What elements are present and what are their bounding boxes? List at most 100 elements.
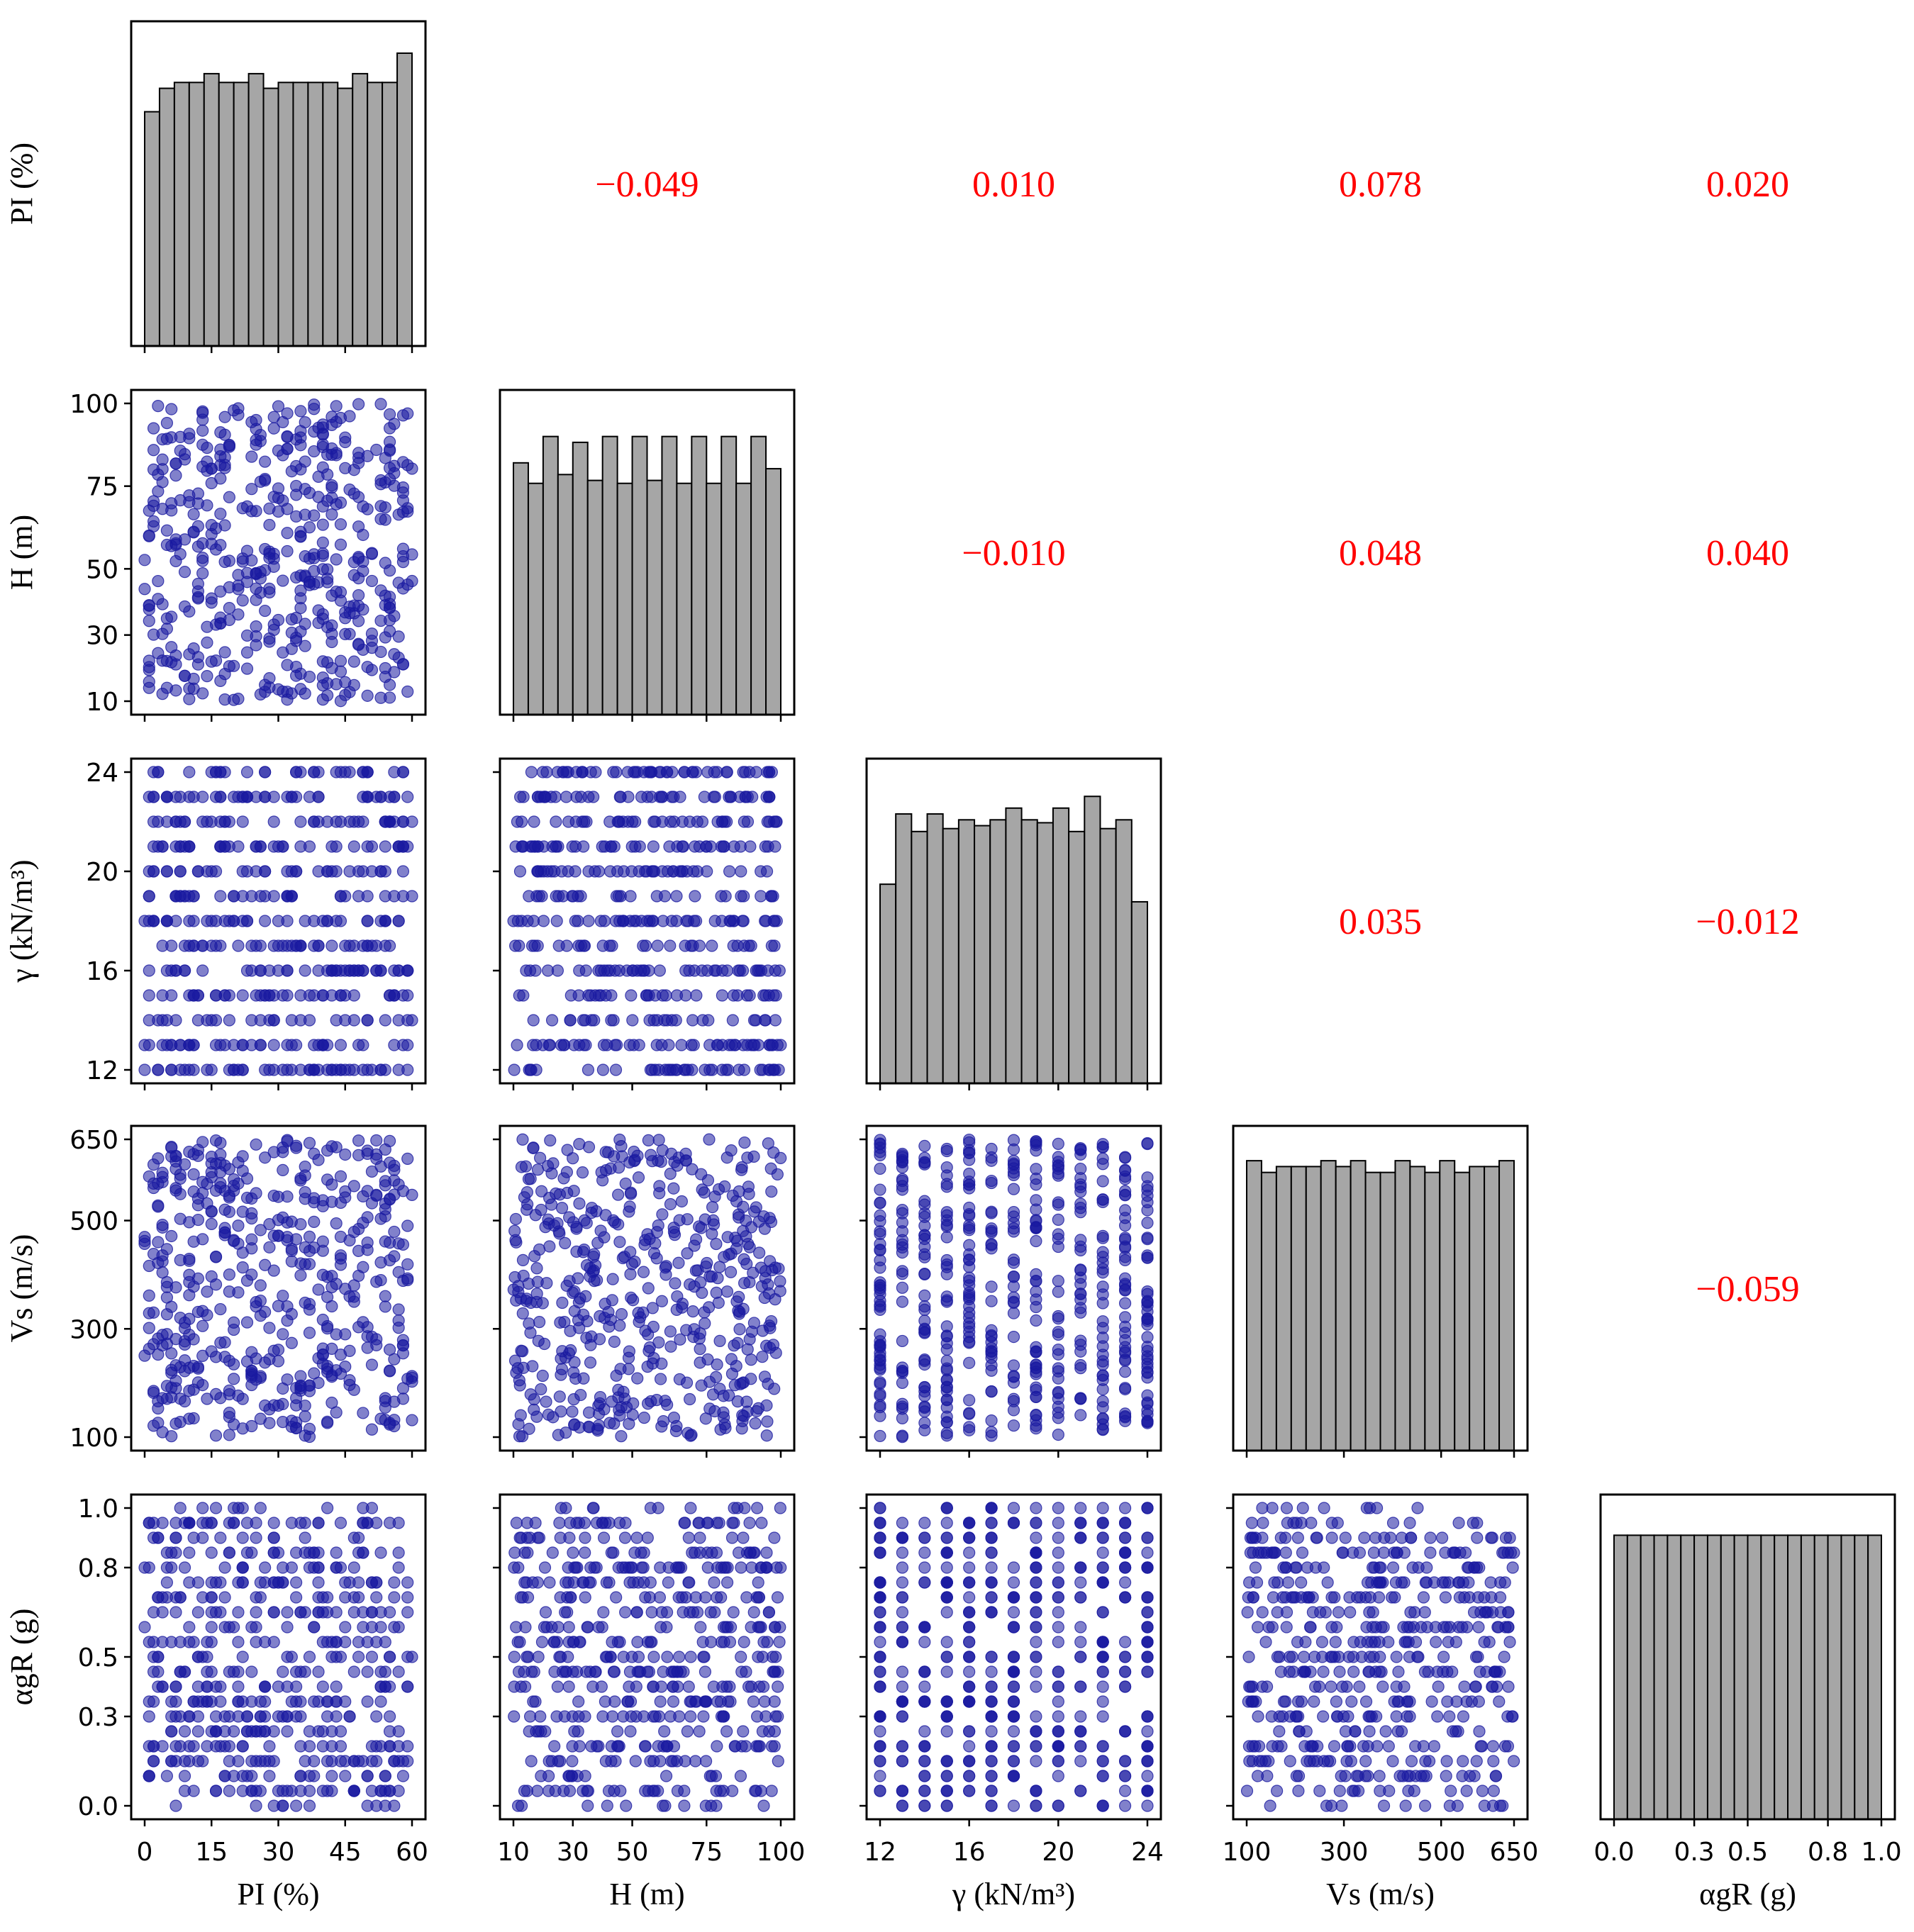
- scatter-point: [160, 432, 174, 445]
- scatter-point: [538, 1561, 552, 1574]
- scatter-point: [509, 1212, 522, 1226]
- scatter-point: [152, 574, 165, 588]
- scatter-point: [546, 1546, 559, 1559]
- histogram-bar: [879, 883, 897, 1085]
- scatter-point: [1052, 1502, 1064, 1514]
- scatter-point: [985, 1426, 998, 1439]
- scatter-point: [1007, 1710, 1020, 1723]
- scatter-point: [764, 1314, 778, 1328]
- scatter-point: [357, 1517, 369, 1529]
- scatter-point: [1030, 1203, 1042, 1216]
- scatter-point: [334, 1561, 347, 1574]
- scatter-point: [918, 1289, 931, 1302]
- scatter-point: [763, 1039, 776, 1051]
- scatter-point: [343, 1234, 356, 1247]
- scatter-point: [290, 1039, 303, 1051]
- scatter-point: [250, 639, 262, 652]
- scatter-point: [1491, 1621, 1504, 1634]
- scatter-point: [513, 939, 525, 952]
- scatter-point: [1141, 1371, 1154, 1384]
- scatter-point: [218, 428, 231, 441]
- scatter-point: [240, 964, 254, 977]
- scatter-point: [365, 574, 379, 588]
- scatter-point: [634, 1665, 647, 1678]
- scatter-point: [747, 1014, 761, 1027]
- scatter-point: [183, 1621, 196, 1634]
- scatter-point: [1030, 1215, 1042, 1227]
- scatter-point: [517, 1269, 530, 1283]
- scatter-point: [1141, 1636, 1154, 1648]
- scatter-point: [918, 1561, 931, 1574]
- scatter-point: [718, 1411, 730, 1424]
- scatter-point: [940, 1725, 953, 1738]
- scatter-point: [1411, 1502, 1424, 1514]
- scatter-point: [277, 685, 289, 698]
- scatter-point: [254, 1039, 267, 1051]
- scatter-point: [607, 1665, 621, 1678]
- scatter-point: [896, 1546, 909, 1559]
- scatter-point: [538, 1621, 551, 1634]
- scatter-point: [1030, 1740, 1042, 1753]
- scatter-point: [1052, 1680, 1064, 1693]
- scatter-point: [611, 1740, 624, 1753]
- scatter-point: [374, 865, 387, 878]
- scatter-point: [392, 1322, 405, 1334]
- scatter-panel: [493, 1493, 796, 1826]
- histogram-bar: [720, 435, 738, 716]
- scatter-point: [706, 1200, 719, 1214]
- scatter-point: [160, 1243, 174, 1256]
- scatter-point: [653, 964, 666, 977]
- scatter-point: [1358, 1531, 1371, 1544]
- scatter-point: [714, 1695, 728, 1708]
- scatter-point: [347, 989, 360, 1002]
- scatter-point: [303, 1799, 316, 1812]
- scatter-point: [361, 1770, 374, 1782]
- scatter-point: [1333, 1785, 1346, 1797]
- scatter-point: [1141, 1755, 1154, 1768]
- scatter-point: [1074, 1162, 1087, 1176]
- scatter-point: [201, 1651, 213, 1663]
- scatter-point: [1052, 1285, 1064, 1298]
- scatter-point: [874, 1651, 886, 1663]
- scatter-point: [551, 1217, 564, 1229]
- scatter-point: [644, 1576, 657, 1589]
- scatter-point: [699, 1260, 712, 1273]
- scatter-point: [334, 890, 347, 903]
- scatter-point: [379, 1290, 391, 1302]
- scatter-point: [254, 1502, 267, 1514]
- scatter-point: [232, 1219, 245, 1232]
- scatter-point: [299, 1531, 311, 1544]
- scatter-point: [152, 1531, 165, 1544]
- scatter-point: [985, 1710, 998, 1723]
- scatter-point: [1458, 1591, 1471, 1604]
- scatter-point: [209, 654, 223, 667]
- scatter-point: [963, 1146, 976, 1160]
- scatter-point: [713, 1517, 725, 1529]
- scatter-point: [201, 670, 213, 683]
- scatter-point: [374, 1546, 387, 1559]
- scatter-point: [751, 1502, 764, 1514]
- scatter-point: [160, 1308, 174, 1321]
- scatter-point: [896, 1636, 909, 1648]
- scatter-point: [1096, 1799, 1109, 1812]
- scatter-point: [622, 1363, 635, 1375]
- histogram-panel: [499, 389, 796, 722]
- scatter-point: [281, 1651, 294, 1663]
- scatter-point: [896, 1334, 909, 1348]
- scatter-point: [963, 1680, 976, 1693]
- scatter-point: [218, 989, 231, 1002]
- scatter-point: [573, 1740, 586, 1753]
- scatter-point: [623, 1039, 636, 1051]
- scatter-point: [724, 791, 738, 803]
- scatter-point: [303, 1785, 316, 1797]
- scatter-point: [700, 840, 713, 853]
- scatter-point: [567, 1576, 580, 1589]
- scatter-point: [250, 1531, 262, 1544]
- scatter-point: [677, 1606, 689, 1619]
- scatter-point: [209, 1014, 223, 1027]
- scatter-point: [733, 1063, 745, 1076]
- scatter-point: [510, 1294, 523, 1307]
- scatter-point: [963, 1576, 976, 1589]
- scatter-point: [918, 1424, 931, 1436]
- scatter-point: [174, 1502, 187, 1514]
